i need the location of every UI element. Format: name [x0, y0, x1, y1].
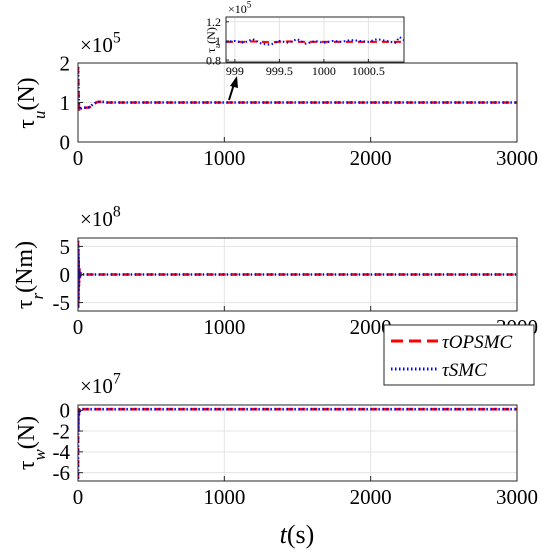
exponent-label: ×107 — [80, 371, 121, 398]
y-tick-label: -4 — [53, 440, 71, 464]
series-smc-line — [78, 407, 517, 479]
x-label-unit: (s) — [287, 520, 314, 549]
exponent-power: 5 — [247, 0, 252, 10]
y-tick-label: 1.2 — [206, 15, 221, 29]
y-tick-label: 0 — [60, 399, 71, 423]
y-tick-label: 0.8 — [206, 53, 221, 67]
x-tick-label: 2000 — [350, 485, 392, 509]
y-tick-label: 0 — [60, 263, 71, 287]
series-smc-line — [226, 36, 404, 46]
x-label-var: t — [280, 520, 288, 549]
series-group — [226, 36, 404, 46]
exponent-base: ×10 — [80, 207, 113, 231]
exponent-power: 7 — [113, 371, 121, 388]
x-axis-label: t(s) — [280, 520, 315, 549]
x-tick-label: 1000 — [203, 146, 245, 170]
y-label-sub: w — [30, 448, 49, 460]
legend: τOPSMC τSMC — [383, 324, 535, 386]
plot-area — [226, 17, 404, 62]
exponent-base: ×10 — [228, 2, 247, 16]
legend-box — [383, 324, 535, 386]
series-opsmc-line — [78, 66, 517, 111]
series-smc-line — [78, 66, 517, 111]
y-label-unit: (N) — [204, 27, 218, 44]
exponent-label: ×108 — [80, 204, 121, 231]
x-tick-label: 0 — [73, 146, 84, 170]
exponent-power: 8 — [113, 204, 121, 221]
y-axis-label-text: τw(N) — [14, 416, 49, 470]
x-tick-label: 1000 — [203, 315, 245, 339]
exponent-power: 5 — [113, 30, 121, 47]
y-tick-label: 1 — [215, 34, 221, 48]
x-tick-label: 0 — [73, 315, 84, 339]
y-label-unit: (N) — [14, 77, 40, 110]
arrow-head — [230, 76, 238, 88]
inset-panel: 999 999.5 1000 1000.5 0.8 1 1.2 ×105 τu(N) — [204, 0, 405, 78]
y-label-symbol: τ — [14, 460, 40, 470]
y-axis-label: τu(N) — [204, 27, 222, 53]
axes-frame — [77, 404, 518, 482]
exponent-label: ×105 — [80, 30, 121, 57]
x-tick-label: 1000.5 — [352, 64, 385, 78]
series-opsmc-line — [226, 40, 404, 44]
x-tick-label: 999 — [226, 64, 244, 78]
x-tick-label: 1000 — [203, 485, 245, 509]
axes-frame — [225, 16, 405, 63]
exponent-base: ×10 — [80, 374, 113, 398]
y-label-symbol: τ — [204, 48, 218, 53]
x-tick-label: 3000 — [496, 485, 538, 509]
x-tick-label: 2000 — [350, 146, 392, 170]
y-axis-label: τu(N) — [14, 77, 49, 128]
x-tick-label: 3000 — [496, 146, 538, 170]
y-label-unit: (N) — [14, 416, 40, 449]
y-label-sub: u — [213, 44, 222, 48]
legend-label: τOPSMC — [442, 332, 512, 353]
y-tick-label: 1 — [60, 91, 71, 115]
y-axis-label: τr(Nm) — [12, 241, 47, 309]
y-tick-label: 0 — [60, 130, 71, 154]
series-group — [78, 66, 517, 111]
y-label-sub: u — [30, 111, 49, 119]
y-axis-label: τw(N) — [14, 416, 49, 470]
x-tick-label: 0 — [73, 485, 84, 509]
y-tick-label: -6 — [53, 461, 71, 485]
y-label-sub: r — [28, 292, 47, 299]
y-axis-label-text: τr(Nm) — [12, 241, 47, 309]
y-axis-label-text: τu(N) — [204, 27, 222, 53]
x-tick-label: 1000 — [312, 64, 336, 78]
y-axis-label-text: τu(N) — [14, 77, 49, 128]
y-tick-label: 2 — [60, 51, 71, 75]
y-label-symbol: τ — [14, 119, 40, 129]
legend-label: τSMC — [442, 360, 487, 381]
y-label-symbol: τ — [12, 299, 38, 309]
plot-area — [78, 405, 517, 481]
y-tick-label: 5 — [60, 235, 71, 259]
y-tick-label: -5 — [53, 291, 71, 315]
inset-arrow — [228, 76, 238, 101]
x-tick-label: 999.5 — [266, 64, 293, 78]
exponent-label: ×105 — [228, 0, 252, 16]
exponent-base: ×10 — [80, 33, 113, 57]
y-tick-label: -2 — [53, 419, 71, 443]
y-label-unit: (Nm) — [12, 241, 38, 293]
